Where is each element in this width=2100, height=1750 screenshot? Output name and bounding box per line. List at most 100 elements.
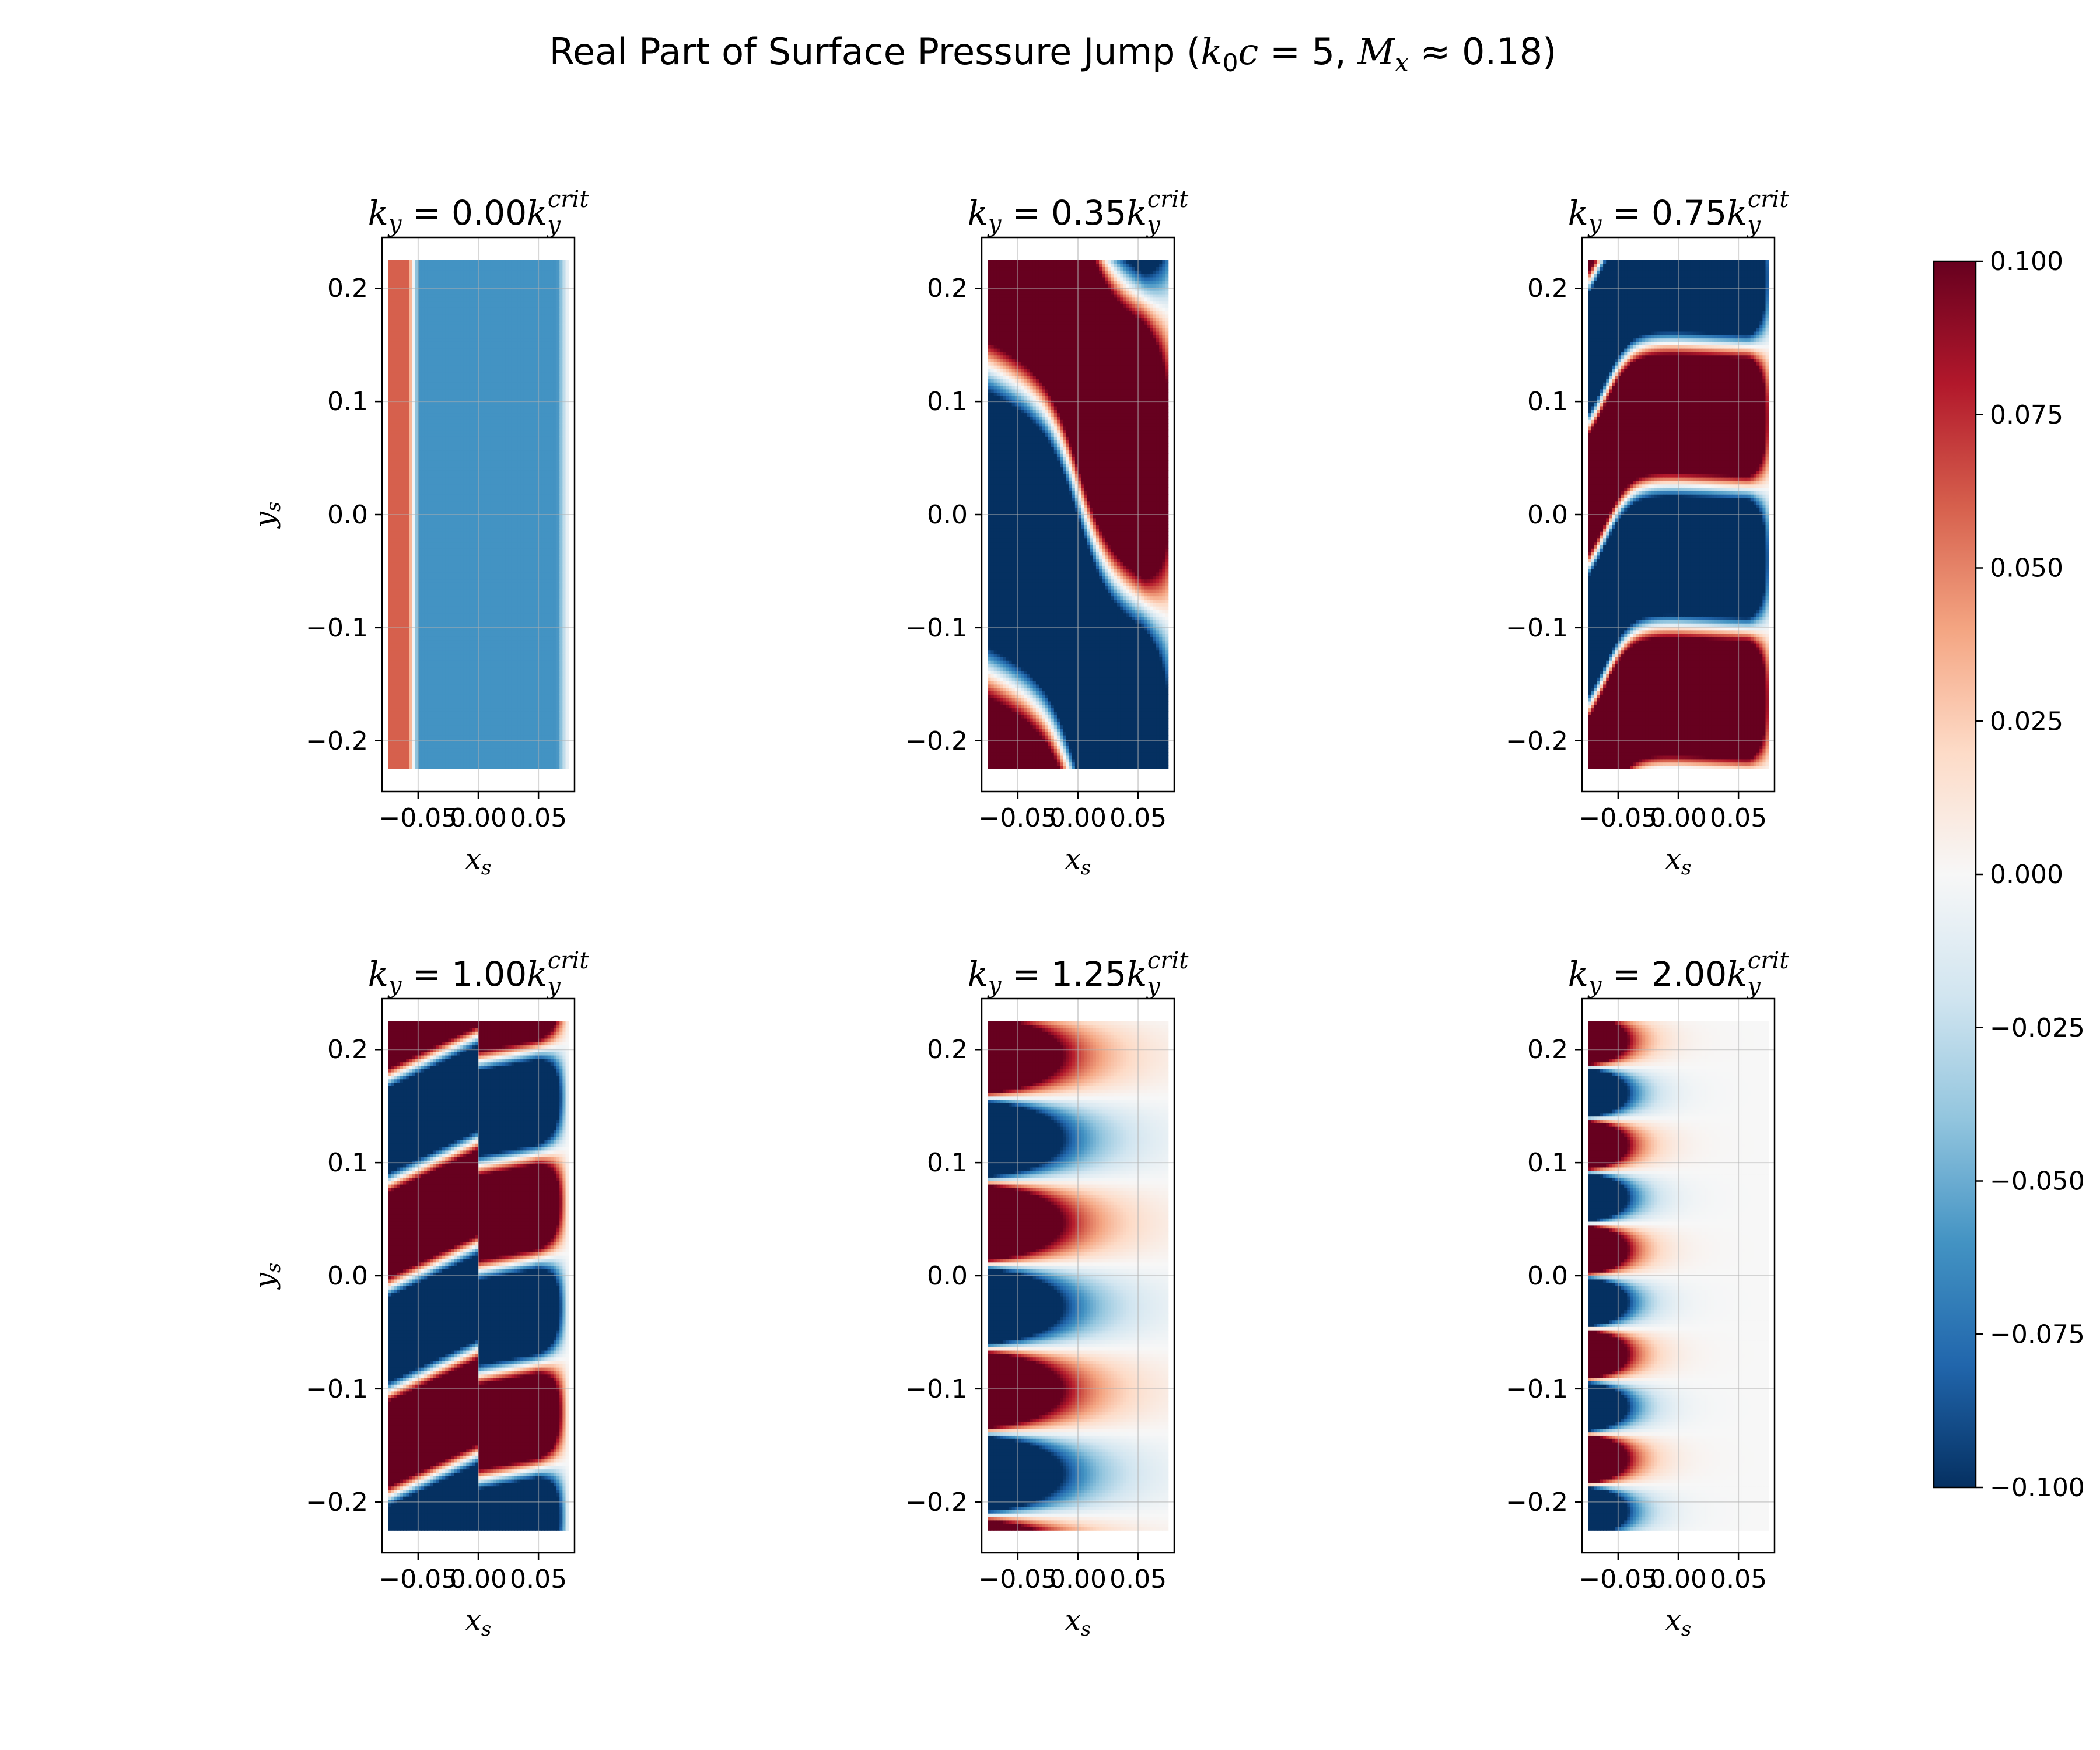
heatmap-cell	[445, 596, 449, 600]
heatmap-cell	[445, 535, 449, 538]
heatmap-cell	[400, 531, 404, 535]
heatmap-cell	[430, 725, 434, 729]
heatmap-cell	[412, 484, 416, 488]
heatmap-cell	[452, 579, 455, 583]
heatmap-cell	[406, 508, 410, 511]
heatmap-cell	[403, 487, 407, 491]
heatmap-cell	[424, 643, 428, 647]
heatmap-cell	[424, 304, 428, 307]
heatmap-cell	[457, 746, 461, 749]
heatmap-cell	[391, 355, 394, 359]
heatmap-cell	[427, 755, 430, 759]
heatmap-cell	[457, 728, 461, 732]
heatmap-cell	[394, 301, 398, 304]
heatmap-cell	[454, 623, 458, 626]
heatmap-cell	[427, 640, 430, 643]
heatmap-cell	[433, 423, 437, 426]
heatmap-cell	[397, 474, 401, 477]
heatmap-cell	[445, 436, 449, 440]
heatmap-cell	[430, 382, 434, 386]
heatmap-cell	[397, 562, 401, 565]
heatmap-cell	[406, 664, 410, 667]
heatmap-cell	[412, 657, 416, 660]
heatmap-cell	[436, 386, 440, 389]
heatmap-cell	[403, 314, 407, 318]
heatmap-cell	[436, 393, 440, 396]
heatmap-cell	[388, 386, 391, 389]
heatmap-cell	[452, 443, 455, 447]
heatmap-cell	[439, 559, 443, 562]
heatmap-cell	[427, 304, 430, 307]
heatmap-cell	[409, 531, 412, 535]
heatmap-cell	[421, 294, 425, 298]
heatmap-cell	[454, 674, 458, 677]
heatmap-cell	[454, 742, 458, 746]
heatmap-cell	[448, 307, 452, 311]
heatmap-cell	[424, 508, 428, 511]
heatmap-cell	[421, 260, 425, 264]
heatmap-cell	[427, 742, 430, 746]
heatmap-cell	[436, 762, 440, 766]
heatmap-cell	[388, 501, 391, 505]
heatmap-cell	[452, 345, 455, 348]
heatmap-cell	[421, 653, 425, 657]
heatmap-cell	[448, 542, 452, 545]
heatmap-cell	[424, 589, 428, 593]
heatmap-cell	[454, 508, 458, 511]
heatmap-cell	[433, 582, 437, 586]
heatmap-cell	[391, 274, 394, 277]
heatmap-cell	[442, 755, 446, 759]
heatmap-cell	[445, 341, 449, 345]
heatmap-cell	[406, 746, 410, 749]
heatmap-cell	[409, 481, 412, 484]
heatmap-cell	[430, 606, 434, 610]
heatmap-cell	[445, 524, 449, 528]
heatmap-cell	[409, 436, 412, 440]
heatmap-cell	[454, 443, 458, 447]
heatmap-cell	[388, 487, 391, 491]
heatmap-cell	[454, 324, 458, 328]
heatmap-cell	[409, 419, 412, 423]
heatmap-cell	[448, 694, 452, 698]
heatmap-cell	[412, 464, 416, 467]
heatmap-cell	[439, 535, 443, 538]
heatmap-cell	[400, 467, 404, 471]
heatmap-cell	[448, 389, 452, 393]
heatmap-cell	[394, 701, 398, 705]
heatmap-cell	[457, 664, 461, 667]
heatmap-cell	[403, 620, 407, 623]
heatmap-cell	[412, 335, 416, 338]
heatmap-cell	[427, 376, 430, 379]
heatmap-cell	[427, 314, 430, 318]
heatmap-cell	[448, 382, 452, 386]
heatmap-cell	[406, 450, 410, 453]
heatmap-cell	[388, 508, 391, 511]
heatmap-cell	[421, 746, 425, 749]
heatmap-cell	[436, 596, 440, 600]
heatmap-cell	[439, 321, 443, 324]
heatmap-cell	[391, 328, 394, 331]
heatmap-cell	[436, 396, 440, 399]
heatmap-cell	[403, 365, 407, 369]
heatmap-cell	[454, 365, 458, 369]
heatmap-cell	[452, 372, 455, 376]
heatmap-cell	[442, 464, 446, 467]
heatmap-cell	[439, 281, 443, 284]
heatmap-cell	[391, 494, 394, 498]
heatmap-cell	[397, 260, 401, 264]
heatmap-cell	[403, 376, 407, 379]
heatmap-cell	[430, 331, 434, 335]
heatmap-cell	[430, 440, 434, 443]
heatmap-cell	[442, 267, 446, 270]
heatmap-cell	[427, 369, 430, 372]
heatmap-cell	[397, 505, 401, 508]
heatmap-cell	[403, 746, 407, 749]
heatmap-cell	[409, 460, 412, 464]
heatmap-cell	[412, 382, 416, 386]
heatmap-cell	[397, 705, 401, 708]
heatmap-cell	[436, 389, 440, 393]
heatmap-cell	[433, 524, 437, 528]
heatmap-cell	[448, 613, 452, 617]
heatmap-cell	[433, 548, 437, 552]
heatmap-cell	[388, 640, 391, 643]
